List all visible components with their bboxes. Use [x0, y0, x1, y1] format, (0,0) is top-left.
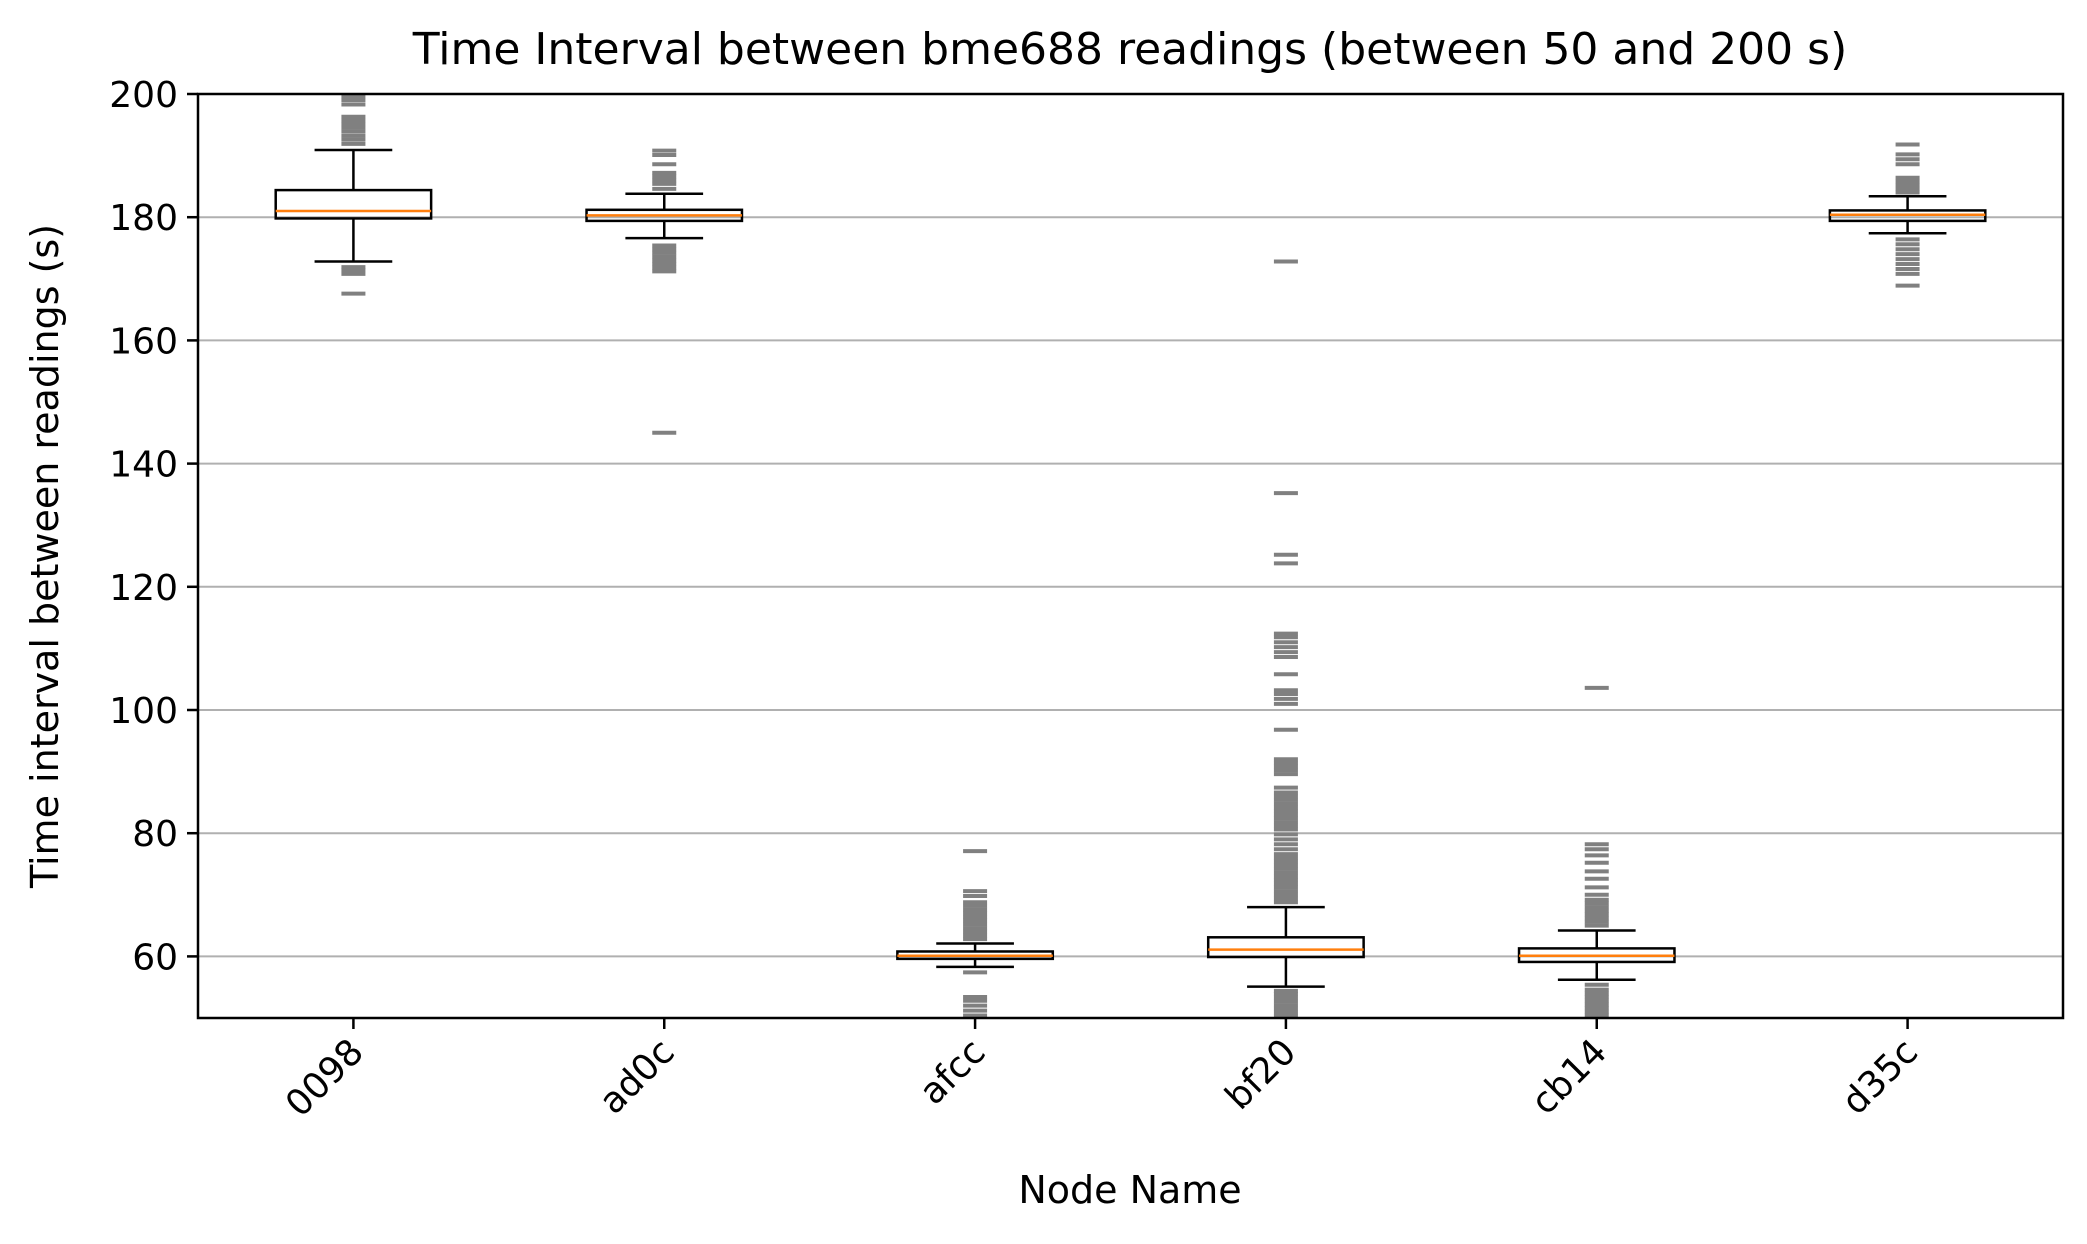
- box-group: [1206, 259, 1365, 1019]
- y-tick-label: 180: [109, 198, 178, 239]
- y-gridlines: [198, 216, 2063, 958]
- y-tick-label: 140: [109, 445, 178, 486]
- y-axis-label: Time interval between readings (s): [23, 224, 67, 889]
- box-group: [274, 94, 433, 296]
- y-tick-label: 100: [109, 691, 178, 732]
- box-series: [274, 94, 1987, 1019]
- chart-title: Time Interval between bme688 readings (b…: [412, 24, 1848, 75]
- y-tick-label: 80: [132, 814, 178, 855]
- box-group: [1517, 685, 1676, 1018]
- box-group: [896, 849, 1055, 1018]
- y-tick-label: 160: [109, 321, 178, 362]
- iqr-box: [274, 188, 433, 220]
- y-tick-label: 60: [132, 937, 178, 978]
- box-group: [1828, 142, 1987, 288]
- box-group: [585, 148, 744, 435]
- y-tick-label: 120: [109, 568, 178, 609]
- x-axis-label: Node Name: [1018, 1168, 1241, 1212]
- plot-area-frame: [196, 92, 2065, 1020]
- y-tick-label: 200: [109, 75, 178, 116]
- iqr-box: [1206, 936, 1365, 959]
- y-axis-ticks: 60 80 100 120 140 160 180 200: [109, 75, 198, 978]
